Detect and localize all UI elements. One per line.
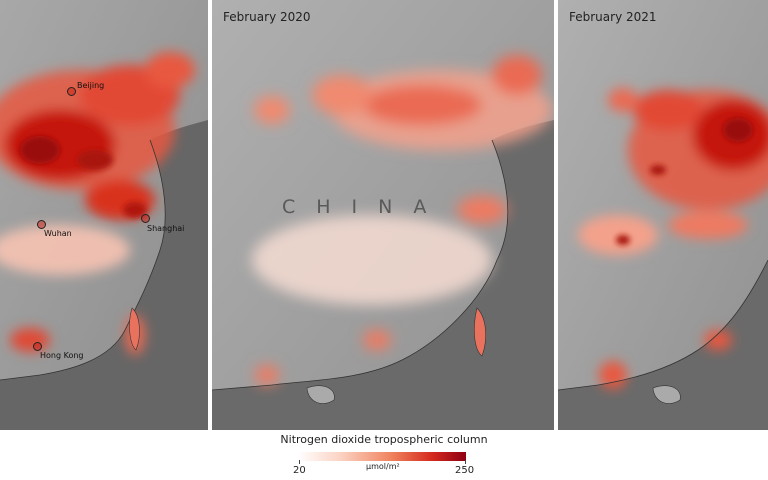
hong-kong-marker bbox=[33, 342, 42, 351]
coastline bbox=[558, 259, 768, 391]
map-2020-svg bbox=[212, 0, 554, 430]
legend-color-scale bbox=[298, 452, 466, 461]
map-2021-svg bbox=[558, 0, 768, 430]
hainan-island bbox=[306, 385, 335, 404]
map-panel-february-2020: February 2020 CHINA bbox=[212, 0, 554, 430]
sea-area bbox=[0, 120, 208, 430]
map-panel-february-2021: February 2021 bbox=[558, 0, 768, 430]
coastline bbox=[0, 139, 166, 381]
panel-title-february-2021: February 2021 bbox=[569, 10, 657, 24]
no2-plume bbox=[252, 55, 552, 385]
taiwan-island bbox=[473, 307, 486, 357]
hainan-island bbox=[652, 385, 681, 404]
legend-min-value: 20 bbox=[293, 465, 306, 476]
shanghai-marker bbox=[141, 214, 150, 223]
map-previous-svg bbox=[0, 0, 208, 430]
city-label-beijing: Beijing bbox=[77, 81, 105, 90]
legend-max-value: 250 bbox=[455, 465, 475, 476]
city-label-hong-kong: Hong Kong bbox=[40, 351, 84, 360]
legend-title: Nitrogen dioxide tropospheric column bbox=[280, 433, 488, 446]
country-label-china: CHINA bbox=[282, 196, 448, 218]
city-label-wuhan: Wuhan bbox=[44, 229, 72, 238]
coastline bbox=[212, 139, 509, 391]
city-label-shanghai: Shanghai bbox=[147, 224, 185, 233]
beijing-marker bbox=[67, 87, 76, 96]
legend-tick-max bbox=[465, 460, 466, 464]
legend-tick-min bbox=[299, 460, 300, 464]
taiwan-island bbox=[129, 307, 140, 351]
panel-title-february-2020: February 2020 bbox=[223, 10, 311, 24]
sea-area bbox=[212, 120, 554, 430]
map-panel-previous: Beijing Wuhan Shanghai Hong Kong bbox=[0, 0, 208, 430]
wuhan-marker bbox=[37, 220, 46, 229]
legend-unit: µmol/m² bbox=[366, 462, 400, 471]
